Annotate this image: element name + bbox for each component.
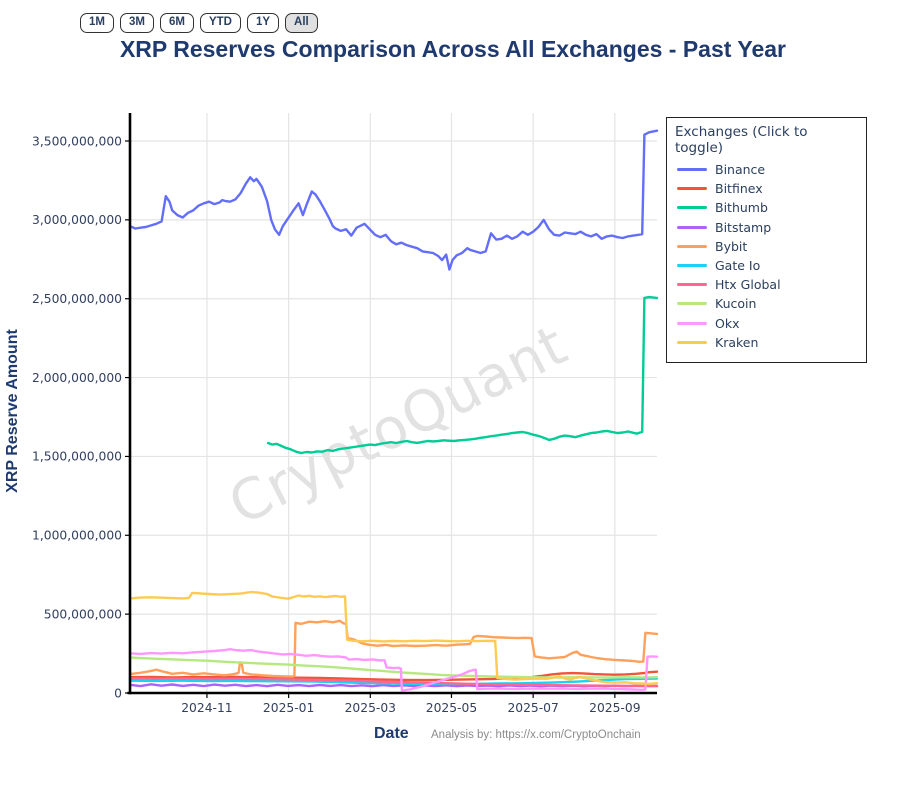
legend-item-kraken[interactable]: Kraken: [675, 333, 858, 352]
x-tick-label: 2025-05: [426, 701, 477, 715]
legend-item-bitstamp[interactable]: Bitstamp: [675, 218, 858, 237]
legend-item-bitfinex[interactable]: Bitfinex: [675, 179, 858, 198]
legend-label: Bybit: [715, 238, 748, 254]
legend-title: Exchanges (Click to toggle): [675, 124, 808, 156]
y-tick-label: 1,000,000,000: [32, 529, 122, 543]
legend-label: Binance: [715, 162, 766, 178]
legend-label: Kraken: [715, 334, 759, 350]
range-button-all[interactable]: All: [285, 13, 318, 33]
legend-item-gate-io[interactable]: Gate Io: [675, 256, 858, 275]
range-button-6m[interactable]: 6M: [159, 13, 194, 33]
y-tick-label: 2,500,000,000: [32, 292, 122, 306]
x-tick-label: 2025-07: [507, 701, 558, 715]
legend-label: Htx Global: [715, 277, 781, 293]
y-tick-label: 2,000,000,000: [32, 371, 122, 385]
legend-label: Bithumb: [715, 200, 768, 216]
legend-item-bithumb[interactable]: Bithumb: [675, 198, 858, 217]
series-line-htx-global[interactable]: [128, 677, 659, 688]
legend-label: Kucoin: [715, 296, 757, 312]
footer-credit: Analysis by: https://x.com/CryptoOnchain: [431, 729, 641, 741]
x-tick-label: 2024-11: [181, 701, 232, 715]
series-line-kraken[interactable]: [128, 590, 659, 686]
legend-label: Okx: [715, 315, 740, 331]
legend-item-kucoin[interactable]: Kucoin: [675, 294, 858, 313]
series-line-okx[interactable]: [128, 648, 659, 692]
y-tick-label: 0: [114, 686, 122, 700]
legend-item-okx[interactable]: Okx: [675, 314, 858, 333]
x-tick-label: 2025-03: [345, 701, 396, 715]
legend-label: Bitstamp: [715, 219, 772, 235]
legend-swatch-line: [677, 302, 707, 306]
legend-items: Binance Bitfinex Bithumb Bitstamp Bybit Gate …: [675, 160, 858, 352]
legend-swatch-line: [677, 244, 707, 248]
series-line-binance[interactable]: [128, 129, 659, 271]
range-button-ytd[interactable]: YTD: [199, 13, 241, 33]
legend-item-bybit[interactable]: Bybit: [675, 237, 858, 256]
legend-label: Bitfinex: [715, 181, 763, 197]
legend-item-htx-global[interactable]: Htx Global: [675, 275, 858, 294]
legend-swatch-line: [677, 340, 707, 344]
legend-swatch-line: [677, 283, 707, 287]
x-tick-label: 2025-09: [589, 701, 640, 715]
y-tick-label: 3,000,000,000: [32, 213, 122, 227]
range-selector: 1M 3M 6M YTD 1Y All: [80, 13, 318, 33]
y-tick-label: 3,500,000,000: [32, 134, 122, 148]
series-line-bithumb[interactable]: [266, 295, 659, 455]
legend-label: Gate Io: [715, 258, 761, 274]
range-button-1m[interactable]: 1M: [80, 13, 114, 33]
series-line-bitfinex[interactable]: [128, 670, 659, 682]
y-tick-label: 500,000,000: [44, 607, 122, 621]
series-line-bybit[interactable]: [128, 619, 659, 678]
x-tick-label: 2025-01: [263, 701, 314, 715]
legend-swatch-line: [677, 206, 707, 210]
legend-swatch-line: [677, 225, 707, 229]
legend-swatch-line: [677, 168, 707, 172]
legend-swatch-line: [677, 321, 707, 325]
page-title: XRP Reserves Comparison Across All Excha…: [119, 36, 787, 62]
legend: Exchanges (Click to toggle) Binance Bitfi…: [666, 117, 867, 363]
legend-swatch-line: [677, 264, 707, 268]
x-axis-title: Date: [374, 725, 409, 742]
range-button-1y[interactable]: 1Y: [246, 13, 280, 33]
y-tick-label: 1,500,000,000: [32, 450, 122, 464]
range-button-3m[interactable]: 3M: [119, 13, 154, 33]
legend-swatch-line: [677, 187, 707, 191]
legend-item-binance[interactable]: Binance: [675, 160, 858, 179]
